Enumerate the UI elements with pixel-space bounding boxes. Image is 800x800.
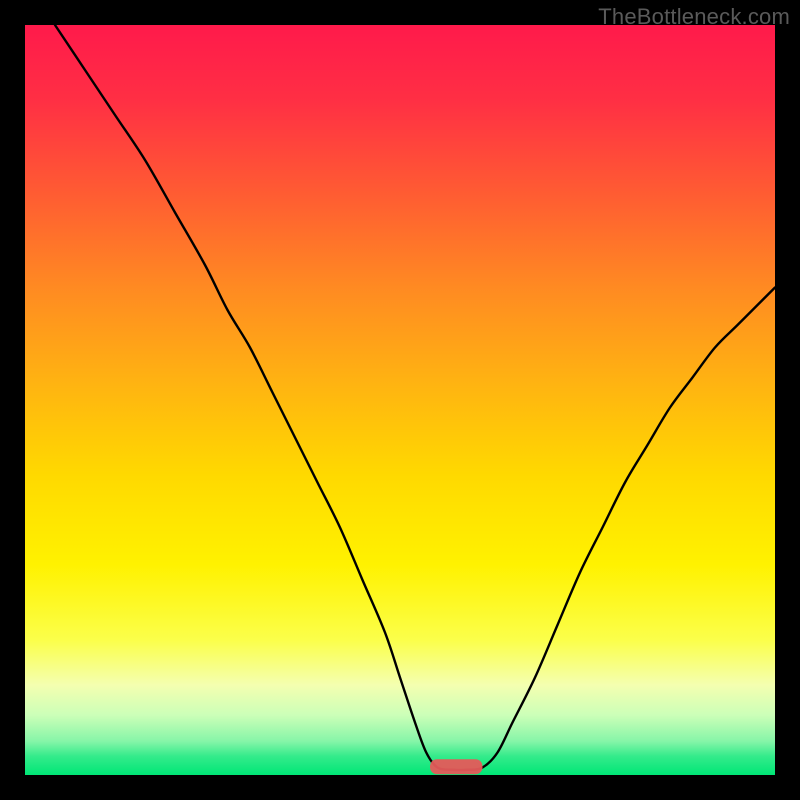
bottleneck-chart: TheBottleneck.com xyxy=(0,0,800,800)
chart-background xyxy=(25,25,775,775)
optimal-marker xyxy=(430,759,483,774)
watermark-text: TheBottleneck.com xyxy=(598,4,790,30)
chart-svg xyxy=(0,0,800,800)
